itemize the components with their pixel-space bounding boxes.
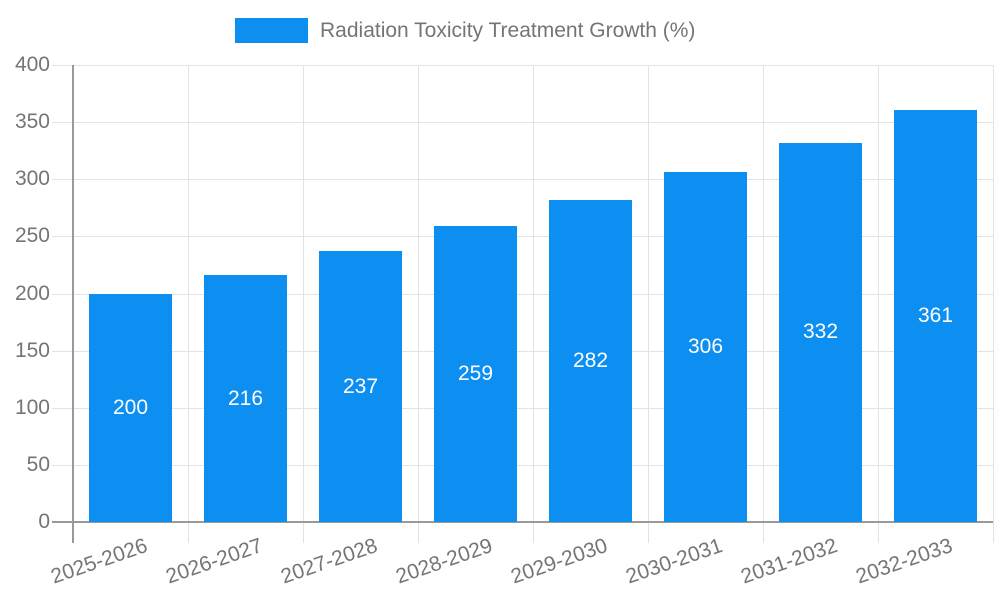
y-axis-tick-label: 350 (14, 110, 50, 134)
bar (549, 199, 632, 522)
y-gridline (52, 122, 993, 124)
bar (664, 172, 747, 522)
bar (779, 142, 862, 522)
y-gridline (52, 293, 993, 295)
y-gridline (52, 236, 993, 238)
y-gridline (52, 350, 993, 352)
legend-label: Radiation Toxicity Treatment Growth (%) (320, 19, 696, 42)
x-gridline (418, 65, 419, 543)
x-gridline (878, 65, 879, 543)
bar-value-label: 200 (112, 395, 149, 419)
y-axis-tick-label: 400 (14, 53, 50, 76)
y-gridline (52, 407, 993, 409)
y-gridline (52, 464, 993, 466)
bar (894, 109, 977, 522)
legend-swatch (235, 18, 308, 43)
y-gridline (52, 179, 993, 181)
bar (204, 275, 287, 522)
x-gridline (188, 65, 189, 543)
bar-value-label: 216 (227, 386, 264, 410)
y-axis-tick-label: 200 (14, 281, 50, 305)
y-axis-tick-label: 250 (14, 224, 50, 248)
bar-value-label: 282 (572, 348, 609, 372)
bar (319, 251, 402, 522)
y-axis-tick-label: 50 (26, 452, 50, 476)
x-gridline (993, 65, 994, 543)
x-gridline (303, 65, 304, 543)
bar-value-label: 237 (342, 374, 379, 398)
bar-value-label: 259 (457, 362, 494, 386)
plot-area: 0 50 100 150 200 250 300 350 400 200 216 237 259 282 3… (15, 54, 994, 588)
bar-value-label: 306 (687, 335, 724, 359)
y-axis-line (72, 65, 74, 543)
bar (434, 226, 517, 522)
bar (89, 293, 172, 522)
bar-value-label: 332 (802, 320, 839, 344)
bar-value-label: 361 (917, 303, 954, 327)
y-axis-tick-label: 100 (14, 395, 50, 419)
x-gridline (648, 65, 649, 543)
y-axis-tick-label: 300 (14, 167, 50, 191)
x-gridline (763, 65, 764, 543)
y-axis-tick-label: 150 (14, 338, 50, 362)
y-gridline (52, 65, 993, 66)
legend-item[interactable]: Radiation Toxicity Treatment Growth (%) (235, 18, 695, 43)
x-axis-line (52, 521, 993, 523)
x-gridline (533, 65, 534, 543)
y-axis-tick-label: 0 (38, 510, 50, 533)
